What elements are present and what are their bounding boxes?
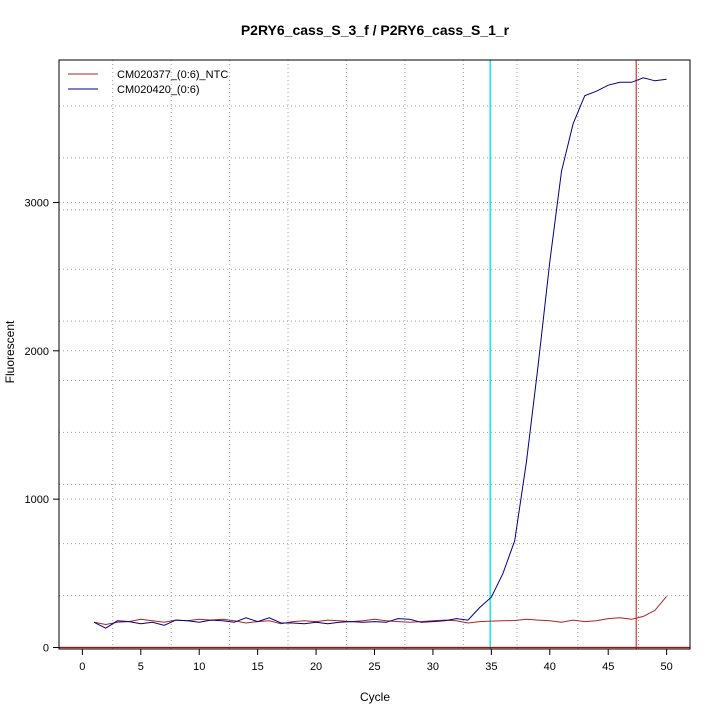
x-axis-label: Cycle	[360, 690, 390, 704]
legend: CM020377_(0:6)_NTC CM020420_(0:6)	[68, 69, 228, 96]
chart-title: P2RY6_cass_S_3_f / P2RY6_cass_S_1_r	[241, 22, 510, 38]
x-tick-label: 10	[193, 661, 205, 673]
x-axis-ticks: 0 5 10 15 20 25 30 35 40 45 50	[79, 649, 673, 673]
y-axis-label: Fluorescent	[3, 320, 17, 383]
y-tick-label: 2000	[25, 346, 49, 358]
x-tick-label: 15	[252, 661, 264, 673]
x-tick-label: 5	[138, 661, 144, 673]
x-tick-label: 35	[485, 661, 497, 673]
series-lines	[93, 77, 667, 629]
x-tick-label: 25	[368, 661, 380, 673]
y-tick-label: 0	[43, 643, 49, 655]
x-tick-label: 50	[661, 661, 673, 673]
threshold-lines	[59, 60, 690, 649]
y-tick-label: 3000	[25, 197, 49, 209]
series-line-2	[93, 77, 667, 629]
x-tick-label: 30	[427, 661, 439, 673]
y-tick-label: 1000	[25, 494, 49, 506]
x-tick-label: 45	[602, 661, 614, 673]
legend-label-2: CM020420_(0:6)	[117, 84, 200, 96]
y-axis-ticks: 0 1000 2000 3000	[25, 197, 59, 655]
x-tick-label: 20	[310, 661, 322, 673]
legend-label-1: CM020377_(0:6)_NTC	[117, 69, 228, 81]
x-tick-label: 0	[79, 661, 85, 673]
x-tick-label: 40	[544, 661, 556, 673]
